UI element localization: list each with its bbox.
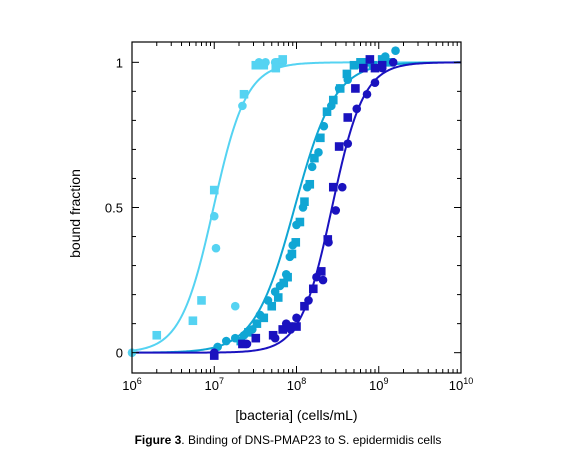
data-point-square bbox=[188, 316, 198, 326]
data-point-circle bbox=[319, 121, 329, 131]
data-point-square bbox=[349, 60, 359, 70]
data-point-circle bbox=[331, 206, 341, 215]
data-point-square bbox=[305, 179, 315, 189]
data-point-square bbox=[278, 55, 288, 64]
data-point-square bbox=[322, 107, 332, 116]
data-point-square bbox=[316, 133, 325, 143]
axis-ticks bbox=[131, 42, 462, 373]
data-point-square bbox=[251, 60, 261, 70]
data-point-circle bbox=[391, 46, 400, 56]
data-point-square bbox=[316, 267, 326, 276]
data-point-circle bbox=[337, 182, 347, 192]
data-point-square bbox=[267, 301, 277, 311]
data-point-square bbox=[300, 301, 309, 311]
data-point-square bbox=[279, 278, 289, 288]
fit-curves bbox=[131, 61, 461, 354]
y-tick-label: 0 bbox=[116, 346, 123, 361]
x-tick-label: 106 bbox=[122, 376, 141, 393]
data-point-circle bbox=[238, 101, 247, 111]
data-point-square bbox=[209, 351, 219, 360]
data-point-square bbox=[238, 339, 247, 349]
data-point-square bbox=[252, 319, 262, 328]
data-point-circle bbox=[211, 243, 221, 253]
x-tick-label: 1010 bbox=[449, 376, 473, 393]
data-point-circle bbox=[307, 162, 317, 172]
data-point-square bbox=[287, 249, 297, 259]
data-point-square bbox=[328, 95, 338, 105]
figure-caption-label: Figure 3 bbox=[134, 433, 182, 447]
data-point-square bbox=[365, 55, 375, 64]
fit-curve bbox=[131, 61, 461, 352]
data-point-circle bbox=[209, 211, 219, 221]
y-axis-label: bound fraction bbox=[67, 169, 83, 258]
data-point-square bbox=[300, 197, 309, 206]
data-point-square bbox=[209, 185, 219, 195]
data-point-square bbox=[244, 328, 253, 337]
data-point-circle bbox=[388, 58, 398, 67]
figure-caption-text: . Binding of DNS-PMAP23 to S. epidermidi… bbox=[181, 433, 442, 447]
data-point-square bbox=[328, 182, 338, 192]
data-point-square bbox=[283, 272, 292, 282]
data-point-square bbox=[356, 58, 365, 67]
data-point-circle bbox=[370, 78, 380, 87]
data-point-square bbox=[334, 142, 344, 151]
data-point-square bbox=[291, 238, 301, 247]
data-point-square bbox=[259, 60, 269, 70]
data-point-square bbox=[377, 60, 387, 70]
data-point-square bbox=[259, 313, 269, 323]
data-point-square bbox=[239, 89, 249, 99]
data-point-square bbox=[351, 84, 360, 93]
data-point-square bbox=[308, 284, 318, 294]
data-point-circle bbox=[352, 104, 362, 114]
data-point-circle bbox=[343, 139, 353, 148]
data-point-square bbox=[278, 325, 288, 334]
data-point-square bbox=[335, 84, 345, 93]
x-tick-label: 107 bbox=[205, 376, 224, 393]
data-point-square bbox=[377, 55, 387, 64]
data-point-circle bbox=[362, 89, 372, 99]
x-tick-labels: 106 107 108 109 1010 bbox=[122, 376, 473, 393]
data-point-square bbox=[268, 330, 278, 340]
data-point-square bbox=[292, 322, 301, 331]
figure-caption: Figure 3. Binding of DNS-PMAP23 to S. ep… bbox=[0, 433, 576, 447]
data-point-square bbox=[273, 293, 283, 302]
data-point-circle bbox=[221, 336, 231, 346]
fit-curve bbox=[132, 61, 461, 354]
y-tick-label: 1 bbox=[116, 55, 123, 70]
x-tick-label: 108 bbox=[287, 376, 306, 393]
data-point-square bbox=[343, 113, 353, 122]
data-point-circle bbox=[292, 313, 301, 323]
data-point-square bbox=[323, 235, 333, 244]
y-tick-label: 0.5 bbox=[105, 201, 123, 216]
data-points bbox=[127, 46, 400, 360]
y-tick-labels: 00.51 bbox=[105, 55, 123, 360]
data-point-square bbox=[284, 322, 293, 331]
data-point-square bbox=[152, 330, 162, 340]
data-point-square bbox=[197, 296, 206, 305]
data-point-circle bbox=[230, 301, 240, 311]
data-point-square bbox=[295, 217, 305, 227]
data-point-square bbox=[342, 69, 352, 79]
data-point-circle bbox=[318, 275, 328, 285]
data-point-square bbox=[310, 153, 319, 163]
x-tick-label: 109 bbox=[369, 376, 388, 393]
data-point-square bbox=[251, 333, 261, 343]
data-point-square bbox=[359, 63, 368, 73]
data-point-square bbox=[271, 63, 281, 73]
x-axis-label: [bacteria] (cells/mL) bbox=[235, 407, 357, 423]
data-point-square bbox=[370, 63, 380, 73]
fit-curve bbox=[131, 61, 461, 354]
